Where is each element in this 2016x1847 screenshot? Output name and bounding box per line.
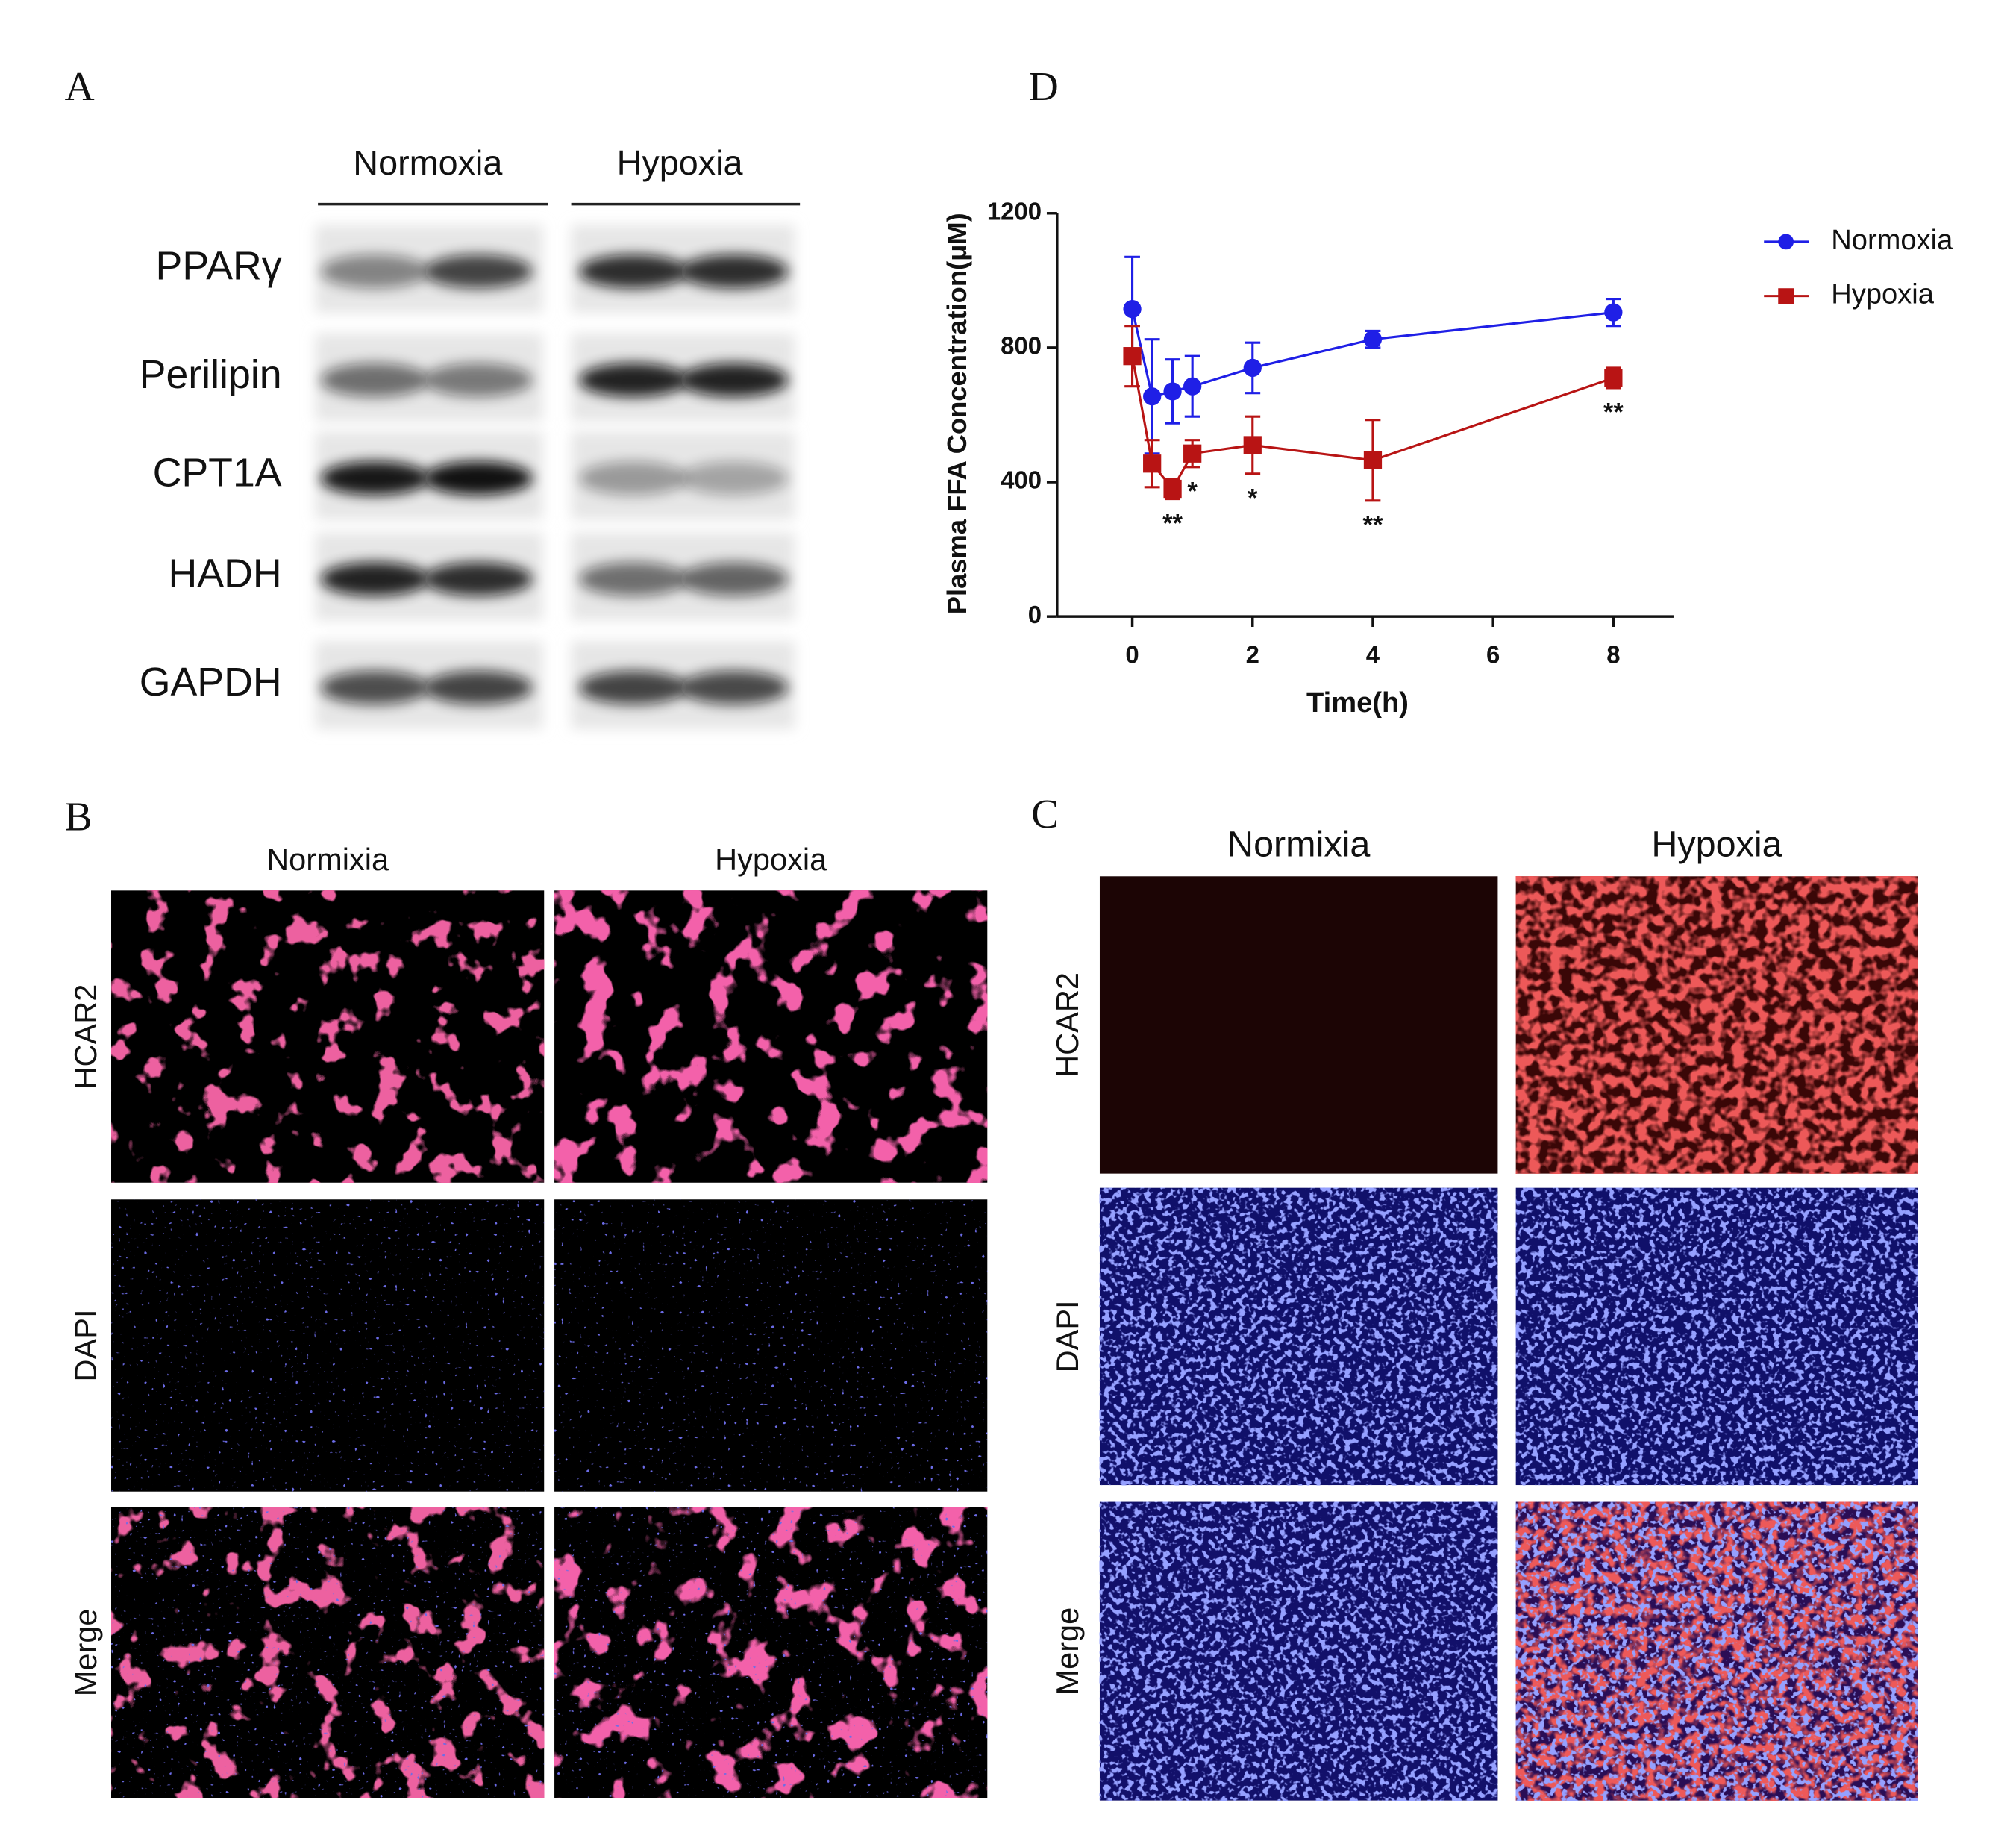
significance-mark: ** (1162, 509, 1183, 537)
blot-band (680, 670, 789, 704)
group-header: Normoxia (353, 143, 502, 182)
blot-band (320, 461, 430, 496)
protein-label: HADH (169, 551, 282, 596)
data-point (1183, 444, 1202, 463)
significance-mark: * (1248, 484, 1258, 513)
x-axis-title: Time(h) (1306, 687, 1409, 719)
micrograph-texture (111, 890, 545, 1183)
row-label: Merge (68, 1608, 103, 1696)
y-tick-label: 0 (1028, 601, 1042, 628)
panel-label: A (65, 63, 95, 109)
legend-label: Hypoxia (1831, 279, 1934, 310)
data-point (1143, 387, 1162, 406)
x-tick-label: 4 (1366, 641, 1380, 669)
blot-band (320, 254, 430, 289)
blot-band (424, 562, 533, 596)
protein-label: CPT1A (153, 451, 282, 496)
blot-band (578, 254, 688, 289)
micrograph-texture (554, 890, 988, 1183)
data-point (1243, 358, 1262, 378)
blot-band (578, 461, 688, 496)
row-label: HCAR2 (1050, 972, 1085, 1078)
blot-band (680, 363, 789, 397)
protein-label: PPARγ (156, 243, 282, 288)
blot-band (424, 363, 533, 397)
data-point (1183, 377, 1202, 396)
legend-marker (1778, 288, 1794, 304)
blot-band (578, 363, 688, 397)
row-label: DAPI (68, 1309, 103, 1381)
panel-label: B (65, 794, 93, 840)
legend-label: Normoxia (1831, 225, 1953, 256)
blot-band (424, 670, 533, 704)
data-point (1604, 303, 1623, 322)
data-point (1363, 451, 1383, 469)
micrograph-texture (1515, 1187, 1918, 1486)
row-label: DAPI (1050, 1300, 1085, 1372)
column-header: Hypoxia (715, 842, 827, 877)
micrograph (1099, 876, 1498, 1174)
y-tick-label: 400 (1001, 466, 1042, 494)
x-tick-label: 2 (1246, 641, 1259, 669)
column-header: Normixia (266, 842, 389, 877)
column-header: Normixia (1227, 824, 1370, 864)
blot-band (680, 562, 789, 596)
blot-band (424, 254, 533, 289)
series-line (1131, 308, 1614, 399)
blot-band (578, 670, 688, 704)
data-point (1363, 330, 1383, 349)
blot-band (320, 363, 430, 397)
blot-band (680, 461, 789, 496)
micrograph-texture (1099, 1501, 1498, 1801)
micrograph-texture (554, 1507, 988, 1798)
x-tick-label: 8 (1606, 641, 1620, 669)
legend-marker (1778, 234, 1794, 250)
x-tick-label: 0 (1125, 641, 1139, 669)
significance-mark: ** (1362, 511, 1383, 540)
micrograph-texture (1515, 876, 1918, 1174)
panel-label: C (1031, 791, 1059, 837)
blot-band (424, 461, 533, 496)
x-tick-label: 6 (1486, 641, 1500, 669)
data-point (1243, 436, 1262, 454)
data-point (1123, 347, 1142, 366)
data-point (1143, 454, 1162, 473)
micrograph-texture (111, 1507, 545, 1798)
protein-label: GAPDH (140, 660, 282, 704)
significance-mark: * (1187, 478, 1198, 506)
y-axis-title: Plasma FFA Concentration(μM) (942, 213, 972, 614)
protein-label: Perilipin (140, 352, 282, 397)
blot-band (578, 562, 688, 596)
blot-band (320, 562, 430, 596)
micrograph-texture (1099, 1187, 1498, 1486)
row-label: HCAR2 (68, 984, 103, 1090)
data-point (1163, 479, 1182, 499)
blot-band (680, 254, 789, 289)
blot-band (320, 670, 430, 704)
panel-label: D (1029, 63, 1059, 109)
micrograph-texture (1515, 1501, 1918, 1801)
data-point (1163, 382, 1182, 401)
micrograph-texture (111, 1199, 545, 1492)
group-header: Hypoxia (617, 143, 743, 182)
data-point (1604, 369, 1623, 387)
row-label: Merge (1050, 1607, 1085, 1696)
significance-mark: ** (1603, 399, 1624, 427)
y-tick-label: 1200 (987, 197, 1042, 225)
data-point (1123, 299, 1142, 319)
micrograph-texture (554, 1199, 988, 1492)
y-tick-label: 800 (1001, 332, 1042, 360)
column-header: Hypoxia (1651, 824, 1782, 864)
